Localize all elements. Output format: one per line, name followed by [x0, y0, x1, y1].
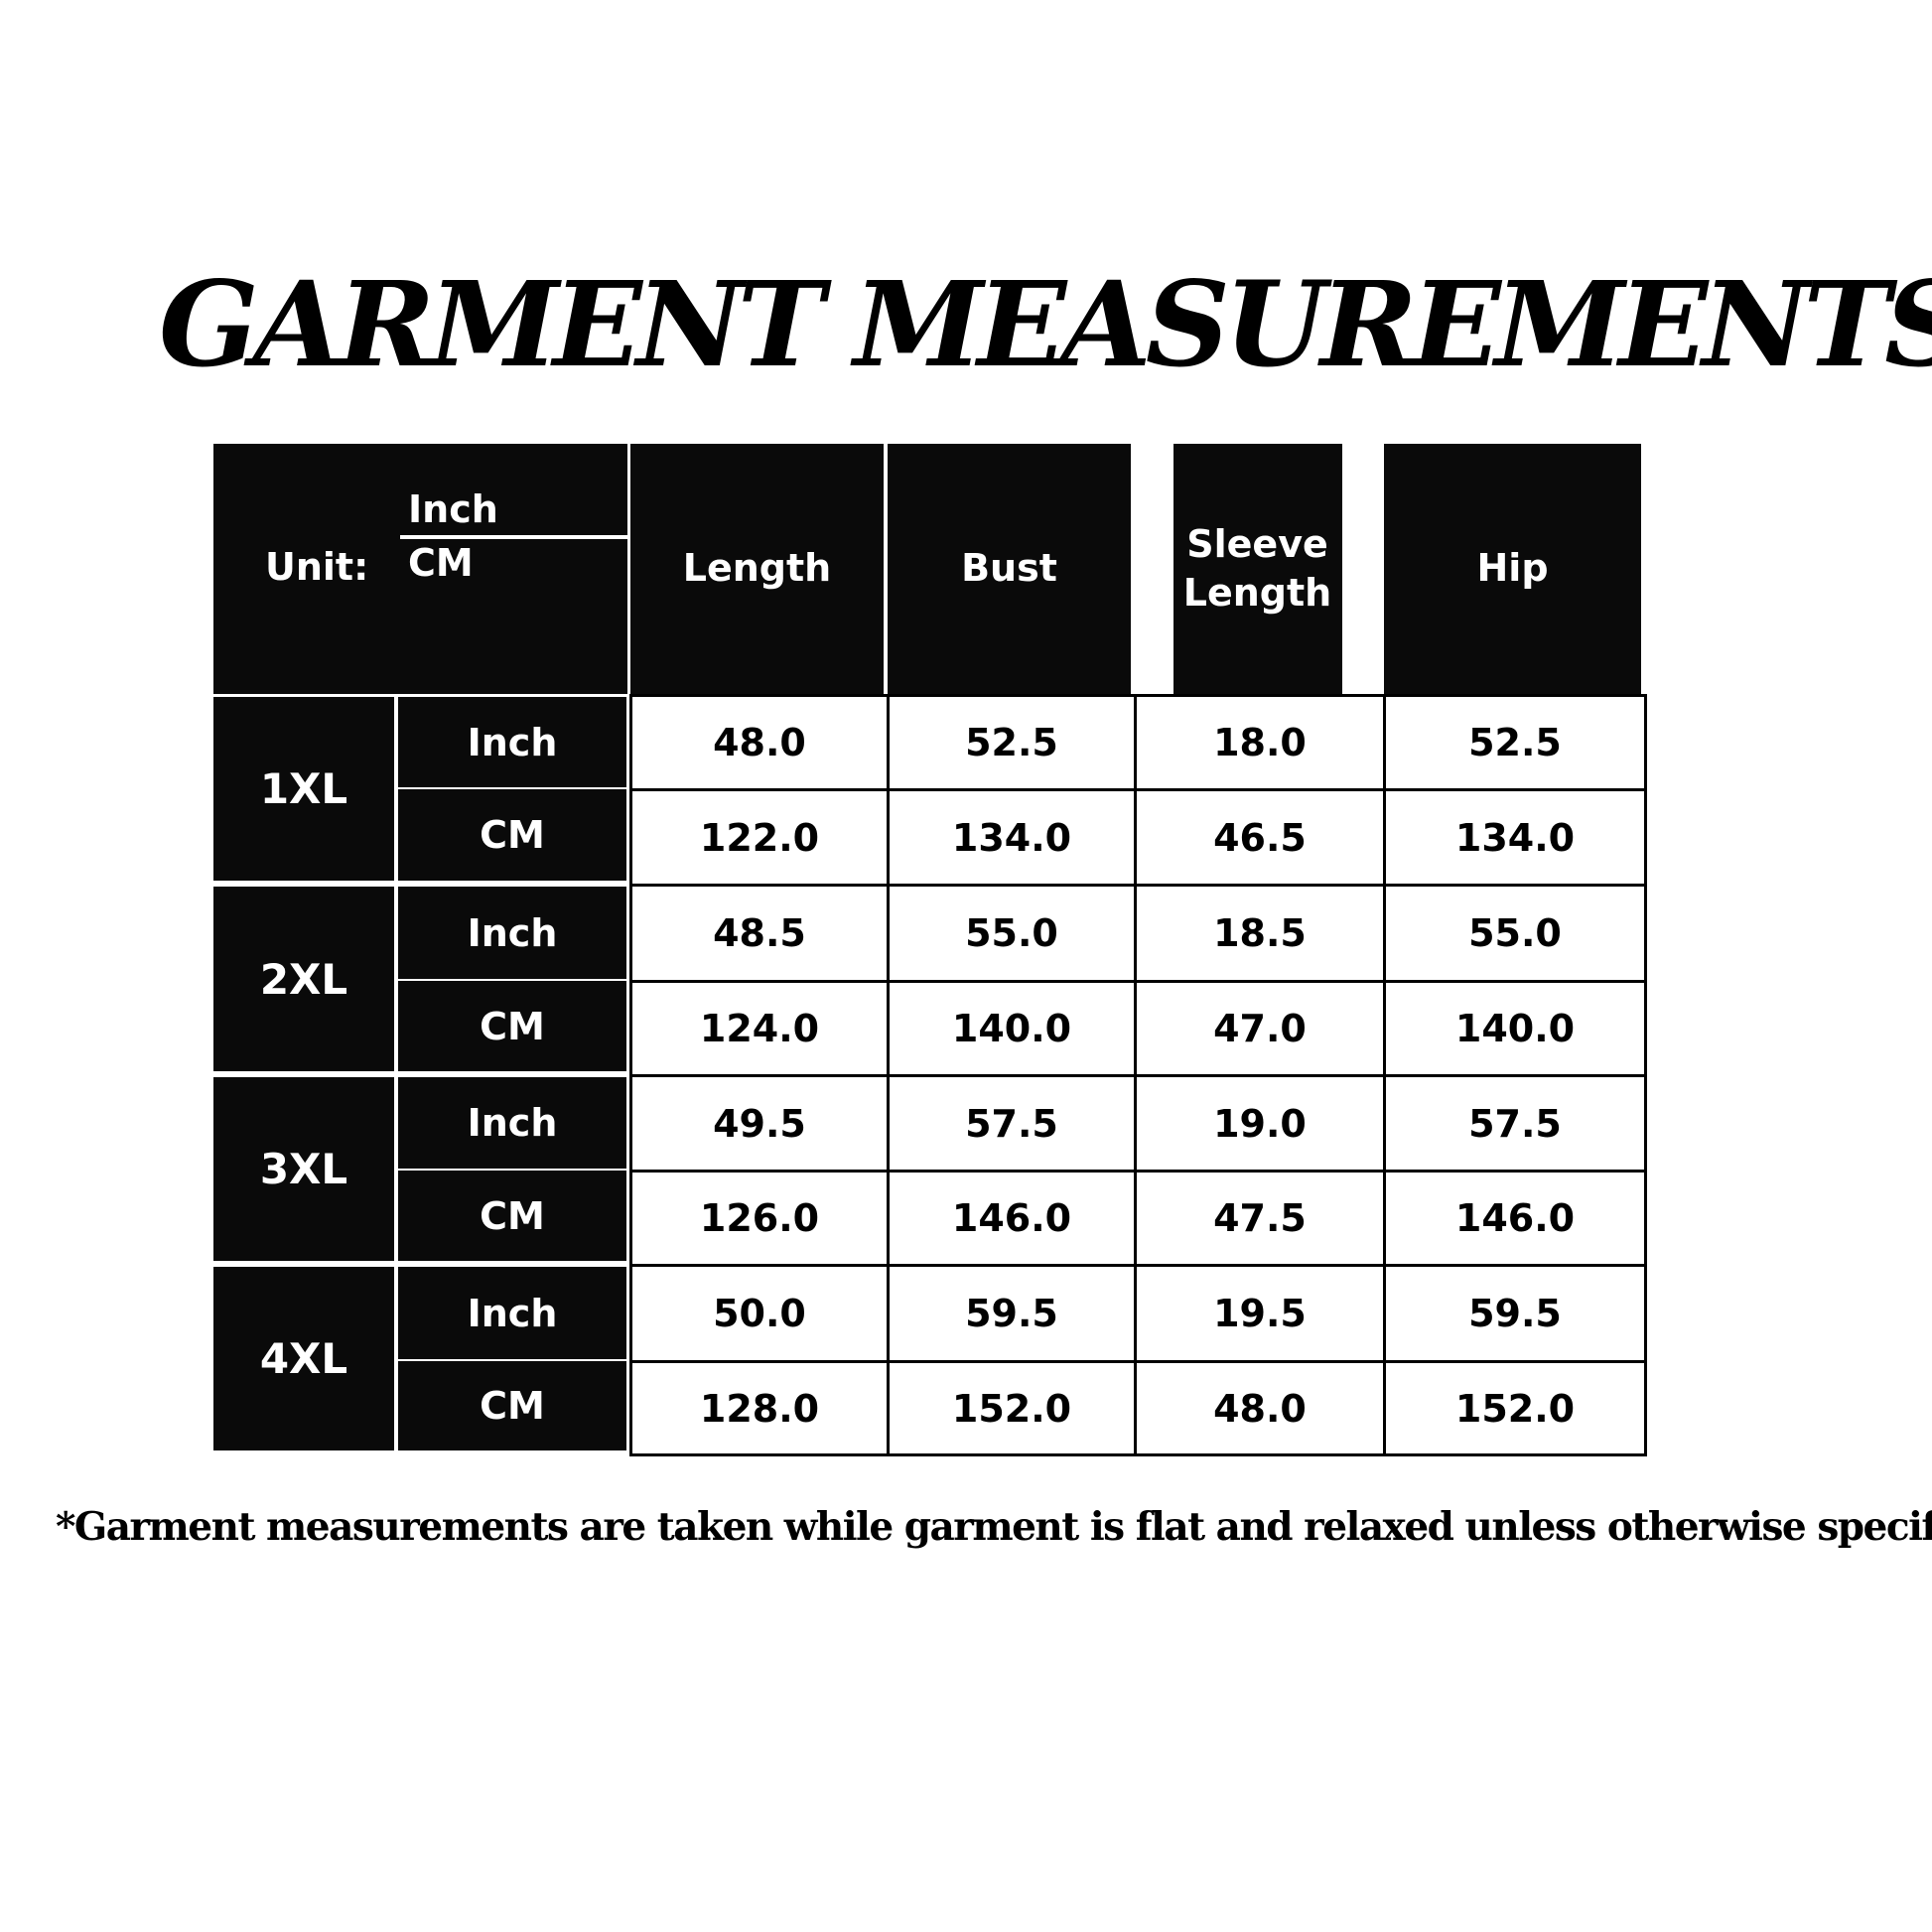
unit-label: Unit: [265, 545, 369, 589]
table-cell-cm: 124.0 [629, 980, 890, 1077]
table-cell-cm: 134.0 [1383, 788, 1647, 887]
unit-divider [400, 535, 628, 539]
table-cell-inch: 55.0 [887, 884, 1137, 983]
table-cell-inch: 52.5 [1383, 694, 1647, 791]
table-cell-cm: 128.0 [629, 1360, 890, 1456]
table-cell-inch: 19.5 [1134, 1264, 1386, 1363]
unit-inch-label: Inch [408, 487, 498, 531]
column-header: Bust [888, 444, 1131, 694]
size-label: 2XL [213, 887, 394, 1071]
table-cell-inch: 59.5 [1383, 1264, 1647, 1363]
row-unit-cm: CM [398, 1361, 626, 1450]
table-cell-cm: 152.0 [887, 1360, 1137, 1456]
table-cell-cm: 46.5 [1134, 788, 1386, 887]
table-cell-cm: 146.0 [887, 1170, 1137, 1267]
row-unit-cm: CM [398, 1171, 626, 1261]
table-cell-inch: 19.0 [1134, 1074, 1386, 1173]
table-cell-inch: 59.5 [887, 1264, 1137, 1363]
row-unit-inch: Inch [398, 697, 626, 787]
row-unit-cm: CM [398, 981, 626, 1071]
size-label: 1XL [213, 697, 394, 881]
table-cell-inch: 48.0 [629, 694, 890, 791]
table-cell-inch: 50.0 [629, 1264, 890, 1363]
table-cell-cm: 152.0 [1383, 1360, 1647, 1456]
table-cell-inch: 52.5 [887, 694, 1137, 791]
table-cell-inch: 57.5 [887, 1074, 1137, 1173]
table-cell-cm: 47.0 [1134, 980, 1386, 1077]
column-header: Sleeve Length [1173, 444, 1342, 694]
size-label: 3XL [213, 1077, 394, 1261]
column-header: Length [630, 444, 884, 694]
row-unit-inch: Inch [398, 1267, 626, 1359]
table-cell-inch: 48.5 [629, 884, 890, 983]
table-cell-cm: 140.0 [887, 980, 1137, 1077]
table-cell-inch: 55.0 [1383, 884, 1647, 983]
table-cell-cm: 122.0 [629, 788, 890, 887]
footnote: *Garment measurements are taken while ga… [56, 1504, 1932, 1550]
page-title: GARMENT MEASUREMENTS [159, 255, 1932, 393]
row-unit-inch: Inch [398, 1077, 626, 1169]
table-cell-cm: 126.0 [629, 1170, 890, 1267]
row-unit-cm: CM [398, 789, 626, 881]
table-cell-inch: 18.5 [1134, 884, 1386, 983]
size-chart-table: Unit: Inch CM Length Bust Sleeve Length Hip 1XL… [213, 444, 1647, 1456]
unit-header-cell: Unit: Inch CM [213, 444, 628, 694]
unit-cm-label: CM [408, 541, 474, 585]
table-cell-inch: 57.5 [1383, 1074, 1647, 1173]
table-cell-cm: 140.0 [1383, 980, 1647, 1077]
table-cell-inch: 49.5 [629, 1074, 890, 1173]
table-cell-inch: 18.0 [1134, 694, 1386, 791]
row-unit-inch: Inch [398, 887, 626, 979]
table-cell-cm: 48.0 [1134, 1360, 1386, 1456]
table-cell-cm: 47.5 [1134, 1170, 1386, 1267]
table-cell-cm: 134.0 [887, 788, 1137, 887]
table-cell-cm: 146.0 [1383, 1170, 1647, 1267]
column-header: Hip [1384, 444, 1641, 694]
size-label: 4XL [213, 1267, 394, 1450]
